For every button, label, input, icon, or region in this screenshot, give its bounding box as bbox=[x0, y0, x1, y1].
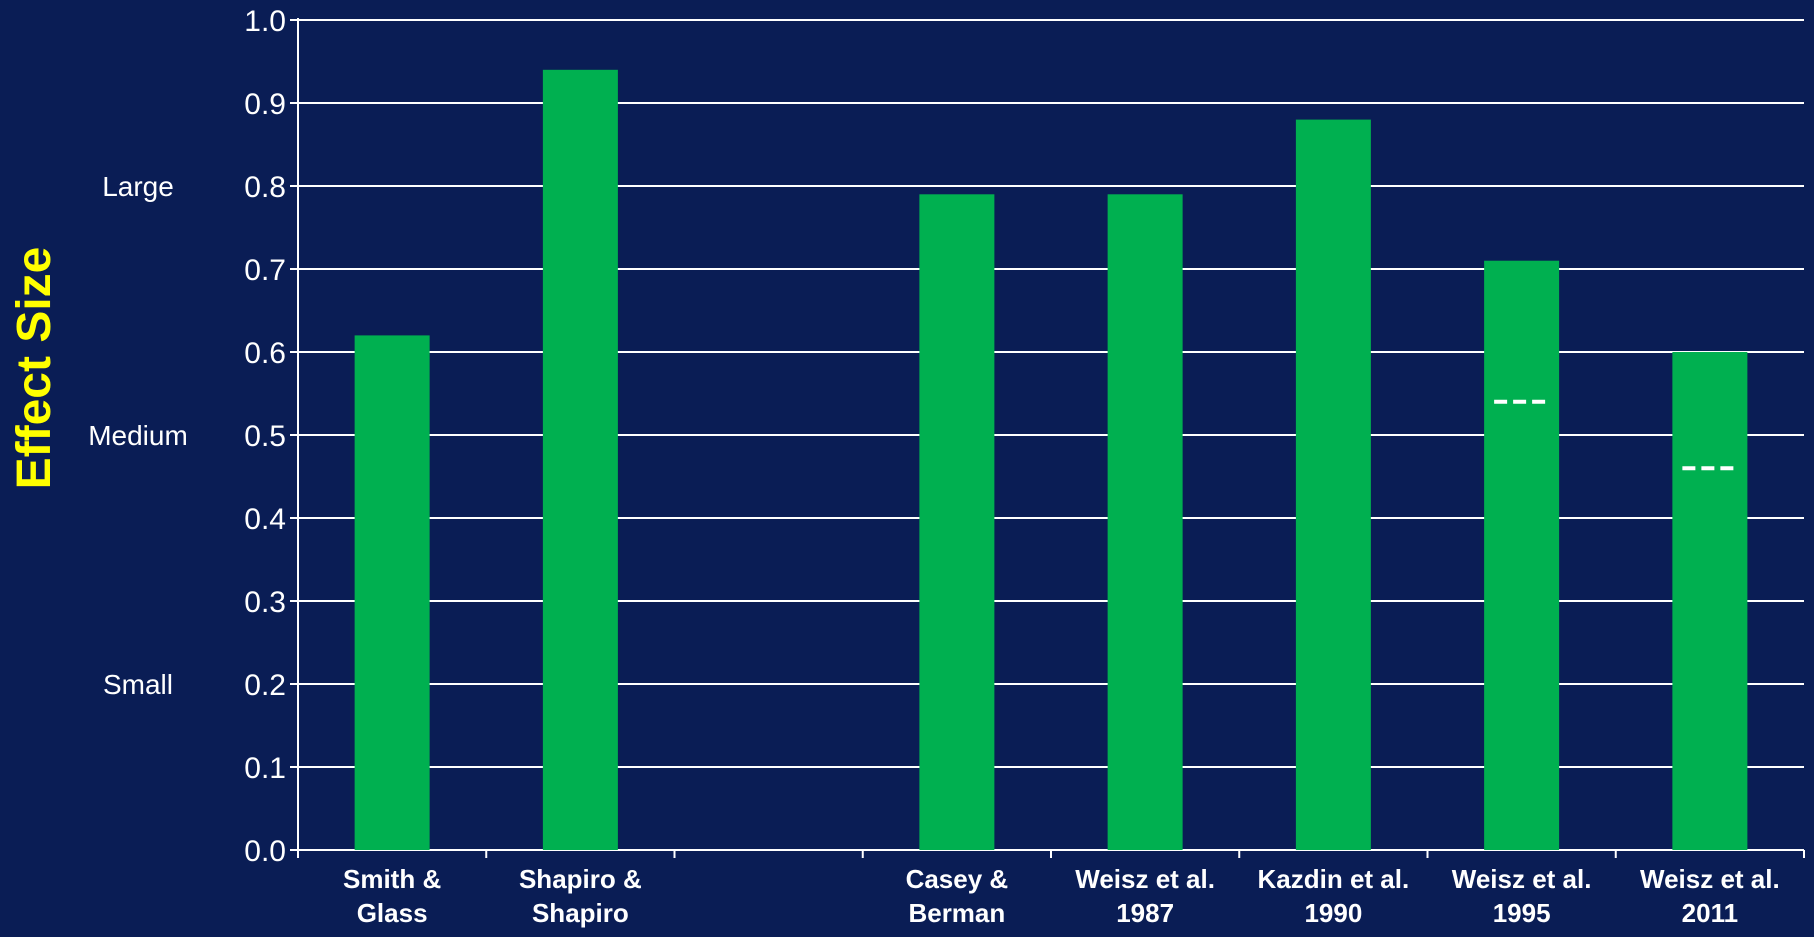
reference-marks bbox=[1494, 399, 1738, 471]
y-tick-label: 0.4 bbox=[244, 503, 286, 536]
y-tick-label: 0.7 bbox=[244, 254, 286, 287]
y-tick-label: 0.5 bbox=[244, 420, 286, 453]
y-tick-labels: 0.0 0.1 0.2 0.3 0.4 0.5 0.6 0.7 0.8 0.9 1.0 bbox=[244, 5, 286, 868]
category-labels: Smith & Glass Shapiro & Shapiro Casey & Berma… bbox=[343, 864, 1780, 928]
category-label: 2011 bbox=[1682, 898, 1738, 928]
y-tick-label: 0.8 bbox=[244, 171, 286, 204]
bar bbox=[919, 194, 995, 851]
category-label: Berman bbox=[908, 898, 1005, 928]
category-label: 1995 bbox=[1493, 898, 1551, 928]
bar bbox=[1672, 352, 1748, 850]
bar bbox=[542, 69, 618, 851]
category-label: Weisz et al. bbox=[1452, 864, 1592, 894]
category-label: 1987 bbox=[1116, 898, 1174, 928]
effect-band-label: Small bbox=[103, 669, 173, 700]
bar bbox=[1484, 260, 1560, 850]
bar bbox=[1295, 119, 1371, 851]
y-tick-label: 0.0 bbox=[244, 835, 286, 868]
y-tick-label: 0.6 bbox=[244, 337, 286, 370]
category-label: Weisz et al. bbox=[1640, 864, 1780, 894]
grid-lines bbox=[298, 19, 1804, 768]
category-label: Weisz et al. bbox=[1075, 864, 1215, 894]
effect-band-label: Large bbox=[102, 171, 174, 202]
y-tick-label: 0.3 bbox=[244, 586, 286, 619]
bars bbox=[354, 69, 1748, 851]
bar bbox=[1107, 194, 1183, 851]
y-tick-label: 0.2 bbox=[244, 669, 286, 702]
category-label: Shapiro & bbox=[519, 864, 642, 894]
category-label: Casey & bbox=[906, 864, 1009, 894]
y-tick-label: 1.0 bbox=[244, 5, 286, 38]
category-label: Shapiro bbox=[532, 898, 629, 928]
category-label: Smith & bbox=[343, 864, 441, 894]
effect-band-label: Medium bbox=[88, 420, 188, 451]
y-tick-label: 0.1 bbox=[244, 752, 286, 785]
category-label: 1990 bbox=[1304, 898, 1362, 928]
axes bbox=[290, 18, 1805, 858]
category-label: Glass bbox=[357, 898, 428, 928]
y-axis-title: Effect Size bbox=[8, 247, 61, 490]
category-label: Kazdin et al. bbox=[1258, 864, 1410, 894]
y-tick-label: 0.9 bbox=[244, 88, 286, 121]
bar bbox=[354, 335, 430, 850]
effect-band-labels: Large Medium Small bbox=[88, 171, 188, 700]
